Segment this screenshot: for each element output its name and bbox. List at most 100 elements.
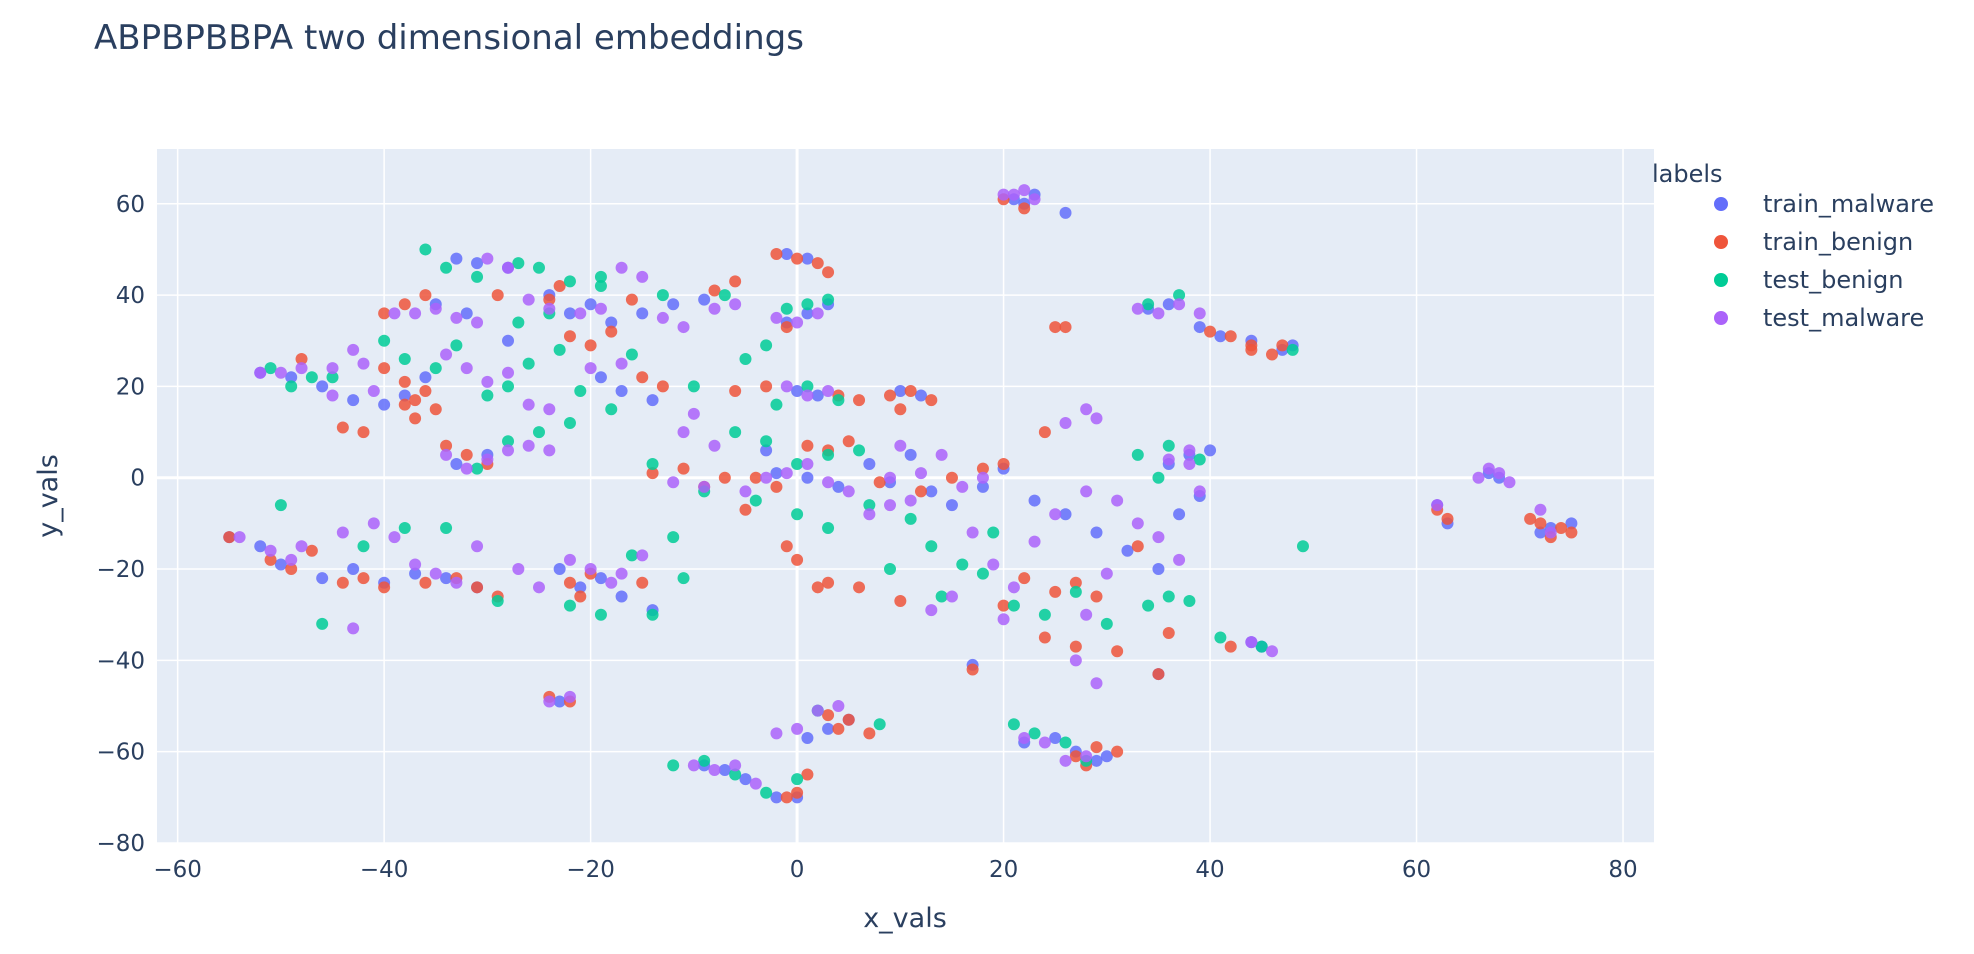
x-tick-label: −40 [360, 857, 409, 883]
data-point [976, 471, 989, 484]
legend-item-test_benign[interactable]: test_benign [1714, 266, 1903, 294]
data-point [863, 727, 876, 740]
data-point [409, 412, 422, 425]
data-point [1038, 426, 1051, 439]
legend-item-test_malware[interactable]: test_malware [1714, 304, 1924, 332]
data-point [1152, 531, 1165, 544]
data-point [945, 499, 958, 512]
data-point [553, 279, 566, 292]
data-point [822, 722, 835, 735]
data-point [770, 727, 783, 740]
data-point [543, 444, 556, 457]
data-point [863, 458, 876, 471]
data-point [718, 471, 731, 484]
data-point [760, 435, 773, 448]
data-point [419, 384, 432, 397]
data-point [502, 444, 515, 457]
data-point [1111, 494, 1124, 507]
data-point [966, 526, 979, 539]
data-point [729, 426, 742, 439]
data-point [1245, 636, 1258, 649]
data-point [1090, 412, 1103, 425]
data-point [1131, 517, 1144, 530]
data-point [894, 439, 907, 452]
data-point [780, 302, 793, 315]
data-point [822, 476, 835, 489]
data-point [987, 526, 1000, 539]
data-point [1111, 645, 1124, 658]
data-point [522, 357, 535, 370]
y-tick-label: 0 [130, 466, 145, 492]
data-point [935, 590, 948, 603]
data-point [1193, 321, 1206, 334]
data-point [460, 307, 473, 320]
data-point [512, 257, 525, 270]
data-point [419, 243, 432, 256]
data-point [677, 321, 690, 334]
data-point [646, 458, 659, 471]
data-point [295, 362, 308, 375]
data-point [440, 572, 453, 585]
x-tick-label: 20 [989, 857, 1018, 883]
data-point [316, 380, 329, 393]
data-point [502, 435, 515, 448]
data-point [1534, 503, 1547, 516]
data-point [1245, 339, 1258, 352]
data-point [780, 321, 793, 334]
data-point [873, 476, 886, 489]
y-tick-label: −40 [96, 648, 145, 674]
data-point [543, 403, 556, 416]
data-point [1193, 485, 1206, 498]
data-point [1080, 750, 1093, 763]
data-point [522, 293, 535, 306]
data-point [574, 384, 587, 397]
data-point [316, 572, 329, 585]
data-point [729, 768, 742, 781]
data-point [945, 590, 958, 603]
data-point [1069, 654, 1082, 667]
data-point [409, 567, 422, 580]
data-point [305, 544, 318, 557]
y-tick-label: −60 [96, 740, 145, 766]
data-point [1059, 206, 1072, 219]
legend-item-train_benign[interactable]: train_benign [1714, 228, 1913, 256]
data-point [729, 759, 742, 772]
data-point [336, 526, 349, 539]
data-point [863, 499, 876, 512]
data-point [1131, 540, 1144, 553]
data-point [760, 380, 773, 393]
data-point [615, 590, 628, 603]
data-point [801, 389, 814, 402]
data-point [1152, 668, 1165, 681]
data-point [223, 531, 236, 544]
data-point [904, 384, 917, 397]
data-point [1069, 576, 1082, 589]
data-point [1018, 731, 1031, 744]
data-point [791, 316, 804, 329]
data-point [687, 380, 700, 393]
legend-item-train_malware[interactable]: train_malware [1714, 190, 1934, 218]
data-point [945, 471, 958, 484]
data-point [481, 453, 494, 466]
data-point [677, 426, 690, 439]
data-point [822, 293, 835, 306]
data-point [440, 261, 453, 274]
data-point [1059, 321, 1072, 334]
data-point [409, 394, 422, 407]
data-point [1059, 416, 1072, 429]
data-point [274, 499, 287, 512]
data-point [667, 759, 680, 772]
data-point [305, 371, 318, 384]
x-tick-label: 80 [1608, 857, 1637, 883]
data-point [718, 289, 731, 302]
data-point [1493, 467, 1506, 480]
data-point [532, 261, 545, 274]
data-point [1090, 741, 1103, 754]
data-point [1007, 718, 1020, 731]
data-point [739, 773, 752, 786]
data-point [615, 261, 628, 274]
data-point [1173, 298, 1186, 311]
data-point [254, 366, 267, 379]
data-point [1173, 553, 1186, 566]
data-point [625, 549, 638, 562]
